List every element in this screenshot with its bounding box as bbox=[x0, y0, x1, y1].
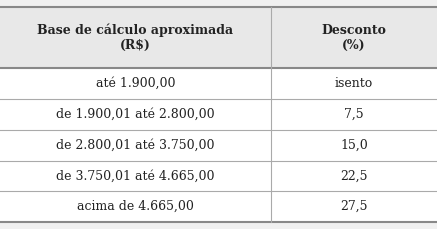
Text: 7,5: 7,5 bbox=[344, 108, 364, 121]
Bar bbox=[0, 7, 437, 68]
Text: 22,5: 22,5 bbox=[340, 169, 368, 183]
Text: 27,5: 27,5 bbox=[340, 200, 368, 213]
Text: 15,0: 15,0 bbox=[340, 139, 368, 152]
Text: de 1.900,01 até 2.800,00: de 1.900,01 até 2.800,00 bbox=[56, 108, 215, 121]
Text: Base de cálculo aproximada
(R$): Base de cálculo aproximada (R$) bbox=[38, 23, 233, 52]
Text: Desconto
(%): Desconto (%) bbox=[322, 24, 386, 52]
Text: isento: isento bbox=[335, 77, 373, 90]
Text: de 2.800,01 até 3.750,00: de 2.800,01 até 3.750,00 bbox=[56, 139, 215, 152]
Text: até 1.900,00: até 1.900,00 bbox=[96, 77, 175, 90]
Text: de 3.750,01 até 4.665,00: de 3.750,01 até 4.665,00 bbox=[56, 169, 215, 183]
Text: acima de 4.665,00: acima de 4.665,00 bbox=[77, 200, 194, 213]
